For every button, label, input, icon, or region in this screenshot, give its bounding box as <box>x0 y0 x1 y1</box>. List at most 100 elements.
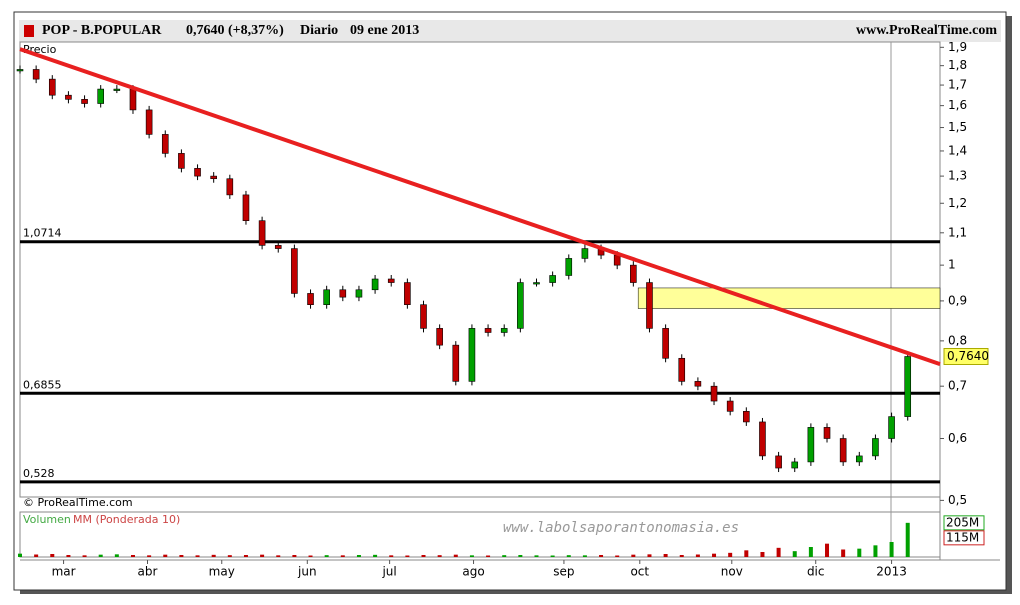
volume-bar <box>599 555 604 557</box>
volume-bar <box>405 555 410 557</box>
volume-bar <box>66 555 71 557</box>
volume-label: Volumen <box>23 513 71 526</box>
candle <box>581 248 589 259</box>
last-price-box <box>943 347 989 365</box>
y-tick-label: 1,1 <box>948 225 967 239</box>
y-tick-label: 1,4 <box>948 143 967 157</box>
y-tick-label: 1,2 <box>948 196 967 210</box>
source: www.ProRealTime.com <box>856 23 997 38</box>
candle <box>258 220 266 246</box>
ticker: POP - B.POPULAR <box>42 23 162 38</box>
candle <box>662 328 669 359</box>
volume-bar <box>615 555 620 557</box>
volume-bar <box>776 547 781 557</box>
candle <box>355 289 363 298</box>
volume-bar <box>857 548 862 557</box>
volume-bar <box>340 555 345 557</box>
volume-bar <box>163 554 168 557</box>
y-tick-label: 1,3 <box>948 169 967 183</box>
candle <box>291 248 298 294</box>
candle <box>145 109 153 135</box>
candle <box>323 289 330 305</box>
volume-bar <box>373 554 378 557</box>
candle <box>65 94 72 100</box>
candle <box>387 278 395 283</box>
volume-bar <box>469 555 474 557</box>
candle <box>565 258 573 276</box>
y-tick-label: 0,8 <box>948 333 967 347</box>
volume-bar <box>712 553 717 557</box>
candle <box>839 438 847 463</box>
candle <box>791 461 799 469</box>
x-tick-label: may <box>209 565 235 579</box>
x-tick-label: sep <box>553 565 574 579</box>
volume-bar <box>421 555 426 557</box>
volume-bar <box>486 555 491 557</box>
header-bar <box>19 20 1001 42</box>
candle <box>452 344 460 382</box>
y-tick-label: 0,6 <box>948 431 967 445</box>
icon <box>24 25 34 37</box>
date: 09 ene 2013 <box>350 23 419 38</box>
volume-bar <box>825 543 830 557</box>
candle <box>872 438 879 457</box>
candle <box>468 328 476 382</box>
volume-bar <box>534 555 539 557</box>
price-change: 0,7640 (+8,37%) <box>186 23 284 38</box>
candle <box>274 245 282 249</box>
x-tick-label: oct <box>630 565 649 579</box>
volume-bar <box>631 554 636 557</box>
volume-bar <box>276 555 281 557</box>
candle <box>775 455 782 469</box>
volume-bar <box>34 554 39 557</box>
candle <box>210 175 217 180</box>
candle <box>97 88 105 104</box>
candle <box>436 328 443 346</box>
volume-bar <box>518 555 523 557</box>
y-tick-label: 1,9 <box>948 40 967 54</box>
x-tick-label: 2013 <box>876 565 907 579</box>
candle <box>32 69 40 80</box>
volume-value-box <box>943 515 985 531</box>
candle <box>178 153 185 169</box>
copyright: © ProRealTime.com <box>23 496 133 509</box>
candle <box>855 455 863 463</box>
volume-bar <box>227 555 232 557</box>
y-tick-label: 0,9 <box>948 293 967 307</box>
candle <box>129 88 137 111</box>
volume-value: 115M <box>946 530 979 544</box>
resistance-zone <box>637 287 941 309</box>
y-tick-label: 1,5 <box>948 120 967 134</box>
last-price: 0,7640 <box>947 349 989 363</box>
x-tick-label: abr <box>138 565 158 579</box>
candle <box>807 427 815 463</box>
candle <box>371 278 379 291</box>
candle <box>484 328 492 333</box>
volume-bar <box>760 552 765 557</box>
candle <box>81 99 88 104</box>
volume-bar <box>50 554 55 557</box>
y-tick-label: 1,6 <box>948 98 967 112</box>
x-tick-label: ago <box>462 565 484 579</box>
volume-bar <box>905 522 910 557</box>
volume-bar <box>437 555 442 557</box>
level-label: 1,0714 <box>23 227 62 240</box>
candle <box>694 381 702 387</box>
period: Diario <box>300 23 338 38</box>
x-tick-label: jun <box>297 565 317 579</box>
y-tick-label: 1 <box>948 258 956 272</box>
candle <box>549 275 556 283</box>
volume-bar <box>324 555 329 557</box>
volume-bar <box>453 554 458 557</box>
candle <box>226 178 234 196</box>
volume-value-box <box>943 530 985 546</box>
volume-bar <box>260 554 265 557</box>
candle <box>630 264 637 283</box>
x-tick-label: nov <box>721 565 743 579</box>
level-label: 0,528 <box>23 467 55 480</box>
candle <box>420 304 427 329</box>
candle <box>194 168 201 177</box>
volume-bar <box>389 555 394 557</box>
